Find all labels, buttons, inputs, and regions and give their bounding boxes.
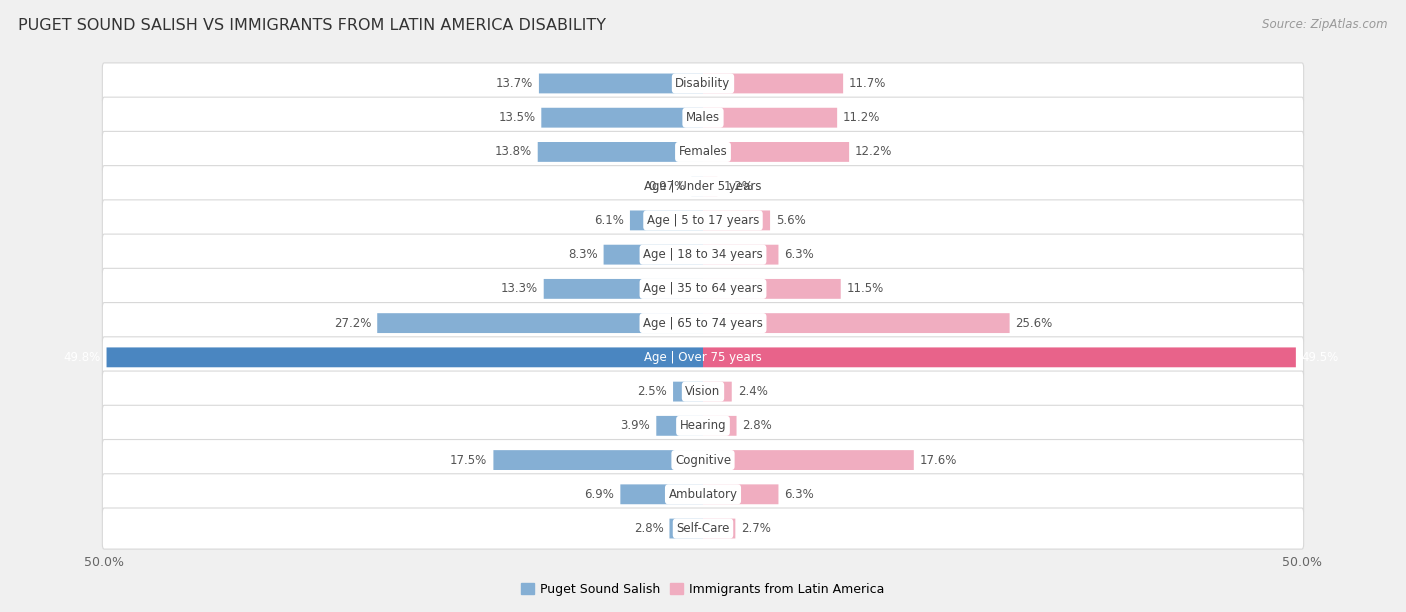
- Text: 6.3%: 6.3%: [785, 488, 814, 501]
- Text: Source: ZipAtlas.com: Source: ZipAtlas.com: [1263, 18, 1388, 31]
- FancyBboxPatch shape: [703, 348, 1296, 367]
- Text: 25.6%: 25.6%: [1015, 316, 1053, 330]
- FancyBboxPatch shape: [103, 234, 1303, 275]
- Text: Age | Under 5 years: Age | Under 5 years: [644, 180, 762, 193]
- FancyBboxPatch shape: [630, 211, 703, 230]
- Text: Disability: Disability: [675, 77, 731, 90]
- FancyBboxPatch shape: [703, 176, 717, 196]
- Text: 3.9%: 3.9%: [620, 419, 651, 432]
- Text: Age | 65 to 74 years: Age | 65 to 74 years: [643, 316, 763, 330]
- Text: 49.8%: 49.8%: [63, 351, 101, 364]
- FancyBboxPatch shape: [103, 508, 1303, 549]
- FancyBboxPatch shape: [692, 176, 703, 196]
- Text: 49.5%: 49.5%: [1302, 351, 1339, 364]
- FancyBboxPatch shape: [703, 73, 844, 94]
- Text: 11.2%: 11.2%: [844, 111, 880, 124]
- FancyBboxPatch shape: [620, 484, 703, 504]
- Text: 13.5%: 13.5%: [498, 111, 536, 124]
- FancyBboxPatch shape: [537, 142, 703, 162]
- Text: Age | Over 75 years: Age | Over 75 years: [644, 351, 762, 364]
- Text: Vision: Vision: [685, 385, 721, 398]
- Text: 2.7%: 2.7%: [741, 522, 772, 535]
- FancyBboxPatch shape: [703, 108, 837, 128]
- Text: 5.6%: 5.6%: [776, 214, 806, 227]
- FancyBboxPatch shape: [103, 337, 1303, 378]
- FancyBboxPatch shape: [103, 63, 1303, 104]
- FancyBboxPatch shape: [103, 97, 1303, 138]
- Text: 17.6%: 17.6%: [920, 453, 957, 466]
- FancyBboxPatch shape: [538, 73, 703, 94]
- Text: 2.5%: 2.5%: [637, 385, 666, 398]
- Text: Cognitive: Cognitive: [675, 453, 731, 466]
- Text: Age | 35 to 64 years: Age | 35 to 64 years: [643, 282, 763, 296]
- FancyBboxPatch shape: [103, 405, 1303, 446]
- FancyBboxPatch shape: [107, 348, 703, 367]
- Text: Self-Care: Self-Care: [676, 522, 730, 535]
- FancyBboxPatch shape: [541, 108, 703, 128]
- FancyBboxPatch shape: [103, 302, 1303, 344]
- Text: 11.7%: 11.7%: [849, 77, 887, 90]
- FancyBboxPatch shape: [703, 382, 731, 401]
- Text: 27.2%: 27.2%: [333, 316, 371, 330]
- FancyBboxPatch shape: [494, 450, 703, 470]
- Text: 13.3%: 13.3%: [501, 282, 537, 296]
- FancyBboxPatch shape: [703, 142, 849, 162]
- FancyBboxPatch shape: [703, 211, 770, 230]
- Text: 13.8%: 13.8%: [495, 146, 531, 159]
- FancyBboxPatch shape: [103, 166, 1303, 207]
- FancyBboxPatch shape: [669, 518, 703, 539]
- Text: 1.2%: 1.2%: [723, 180, 754, 193]
- Text: 8.3%: 8.3%: [568, 248, 598, 261]
- Text: 11.5%: 11.5%: [846, 282, 884, 296]
- FancyBboxPatch shape: [377, 313, 703, 333]
- Text: Age | 5 to 17 years: Age | 5 to 17 years: [647, 214, 759, 227]
- Text: Age | 18 to 34 years: Age | 18 to 34 years: [643, 248, 763, 261]
- FancyBboxPatch shape: [703, 518, 735, 539]
- FancyBboxPatch shape: [544, 279, 703, 299]
- Text: 13.7%: 13.7%: [496, 77, 533, 90]
- FancyBboxPatch shape: [673, 382, 703, 401]
- FancyBboxPatch shape: [657, 416, 703, 436]
- FancyBboxPatch shape: [703, 416, 737, 436]
- Text: 2.4%: 2.4%: [738, 385, 768, 398]
- Text: 2.8%: 2.8%: [742, 419, 772, 432]
- FancyBboxPatch shape: [103, 439, 1303, 480]
- Text: 6.3%: 6.3%: [785, 248, 814, 261]
- Text: PUGET SOUND SALISH VS IMMIGRANTS FROM LATIN AMERICA DISABILITY: PUGET SOUND SALISH VS IMMIGRANTS FROM LA…: [18, 18, 606, 34]
- Text: 12.2%: 12.2%: [855, 146, 893, 159]
- Text: Hearing: Hearing: [679, 419, 727, 432]
- FancyBboxPatch shape: [703, 313, 1010, 333]
- Text: 6.9%: 6.9%: [585, 488, 614, 501]
- FancyBboxPatch shape: [703, 484, 779, 504]
- FancyBboxPatch shape: [103, 200, 1303, 241]
- Text: Ambulatory: Ambulatory: [668, 488, 738, 501]
- FancyBboxPatch shape: [603, 245, 703, 264]
- FancyBboxPatch shape: [103, 474, 1303, 515]
- Text: 0.97%: 0.97%: [648, 180, 685, 193]
- FancyBboxPatch shape: [703, 279, 841, 299]
- Text: 17.5%: 17.5%: [450, 453, 488, 466]
- Legend: Puget Sound Salish, Immigrants from Latin America: Puget Sound Salish, Immigrants from Lati…: [516, 578, 890, 601]
- FancyBboxPatch shape: [103, 371, 1303, 412]
- Text: Females: Females: [679, 146, 727, 159]
- FancyBboxPatch shape: [703, 245, 779, 264]
- Text: Males: Males: [686, 111, 720, 124]
- FancyBboxPatch shape: [103, 132, 1303, 173]
- Text: 2.8%: 2.8%: [634, 522, 664, 535]
- FancyBboxPatch shape: [103, 268, 1303, 310]
- Text: 6.1%: 6.1%: [595, 214, 624, 227]
- FancyBboxPatch shape: [703, 450, 914, 470]
